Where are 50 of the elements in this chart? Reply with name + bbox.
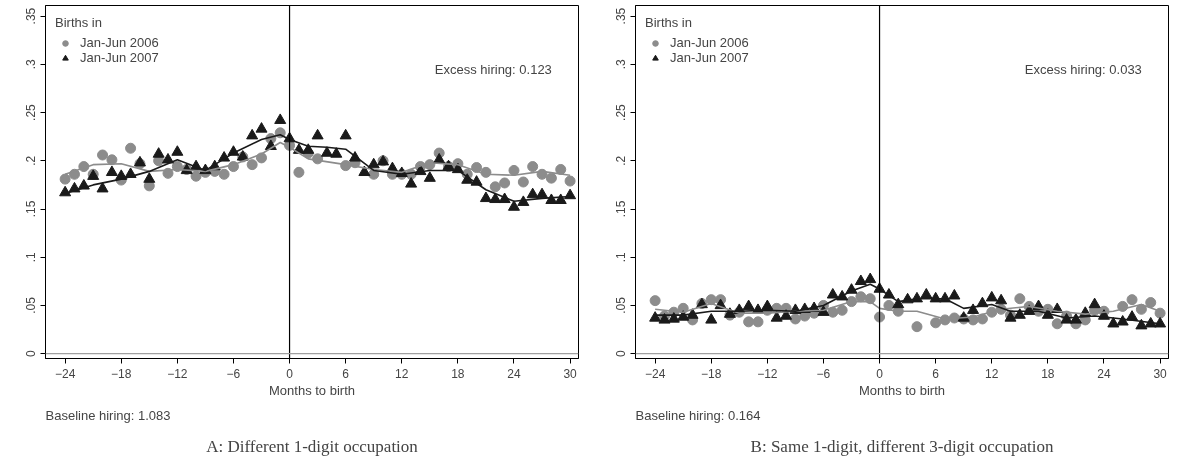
y-tick-label: .2 <box>24 155 39 166</box>
x-tick-label: 6 <box>342 366 350 381</box>
y-tick-label: .1 <box>614 251 629 263</box>
y-tick-label: .1 <box>24 251 39 263</box>
legend-title: Births in <box>645 15 693 30</box>
y-tick-label: .15 <box>614 200 629 218</box>
x-axis-title: Months to birth <box>859 382 946 398</box>
x-axis-title: Months to birth <box>269 382 356 398</box>
x-tick-label: −24 <box>54 366 76 381</box>
text: B: Same 1-digit, different 3-digit occupation <box>750 436 1054 456</box>
legend-label: Jan-Jun 2006 <box>670 35 749 50</box>
y-tick-label: .3 <box>24 59 39 70</box>
text: Baseline hiring: 0.164 <box>635 407 761 423</box>
legend-label: Jan-Jun 2007 <box>670 50 749 65</box>
x-tick-label: 30 <box>1153 366 1168 381</box>
annotation: Excess hiring: 0.123 <box>434 61 552 77</box>
x-tick-label: −18 <box>701 366 722 381</box>
x-tick-label: 24 <box>1097 366 1111 381</box>
legend-title: Births in <box>55 15 103 30</box>
x-tick-label: 18 <box>1041 366 1055 381</box>
x-tick-label: 30 <box>563 366 578 381</box>
annotation: Excess hiring: 0.033 <box>1024 61 1142 77</box>
y-tick-label: 0 <box>24 350 39 358</box>
y-tick-label: .3 <box>614 59 629 70</box>
text: Baseline hiring: 1.083 <box>45 407 171 423</box>
y-tick-label: 0 <box>614 350 629 358</box>
text: A: Different 1-digit occupation <box>206 436 419 456</box>
legend-label: Jan-Jun 2006 <box>80 35 159 50</box>
y-tick-label: .2 <box>614 155 629 166</box>
x-tick-label: −6 <box>226 366 241 381</box>
legend-label: Jan-Jun 2007 <box>80 50 159 65</box>
x-tick-label: 12 <box>395 366 409 381</box>
x-tick-label: −12 <box>757 366 778 381</box>
x-tick-label: 0 <box>286 366 294 381</box>
x-tick-label: −18 <box>111 366 132 381</box>
x-tick-label: −6 <box>816 366 831 381</box>
x-tick-label: 12 <box>985 366 999 381</box>
x-tick-label: 18 <box>451 366 465 381</box>
y-tick-label: .35 <box>614 7 629 25</box>
y-tick-label: .25 <box>614 103 629 121</box>
x-tick-label: 0 <box>876 366 884 381</box>
x-tick-label: 24 <box>507 366 521 381</box>
y-tick-label: .05 <box>24 296 39 314</box>
y-tick-label: .25 <box>24 103 39 121</box>
x-tick-label: −12 <box>167 366 188 381</box>
y-tick-label: .35 <box>24 7 39 25</box>
x-tick-label: −24 <box>644 366 666 381</box>
x-tick-label: 6 <box>932 366 940 381</box>
y-tick-label: .15 <box>24 200 39 218</box>
y-tick-label: .05 <box>614 296 629 314</box>
